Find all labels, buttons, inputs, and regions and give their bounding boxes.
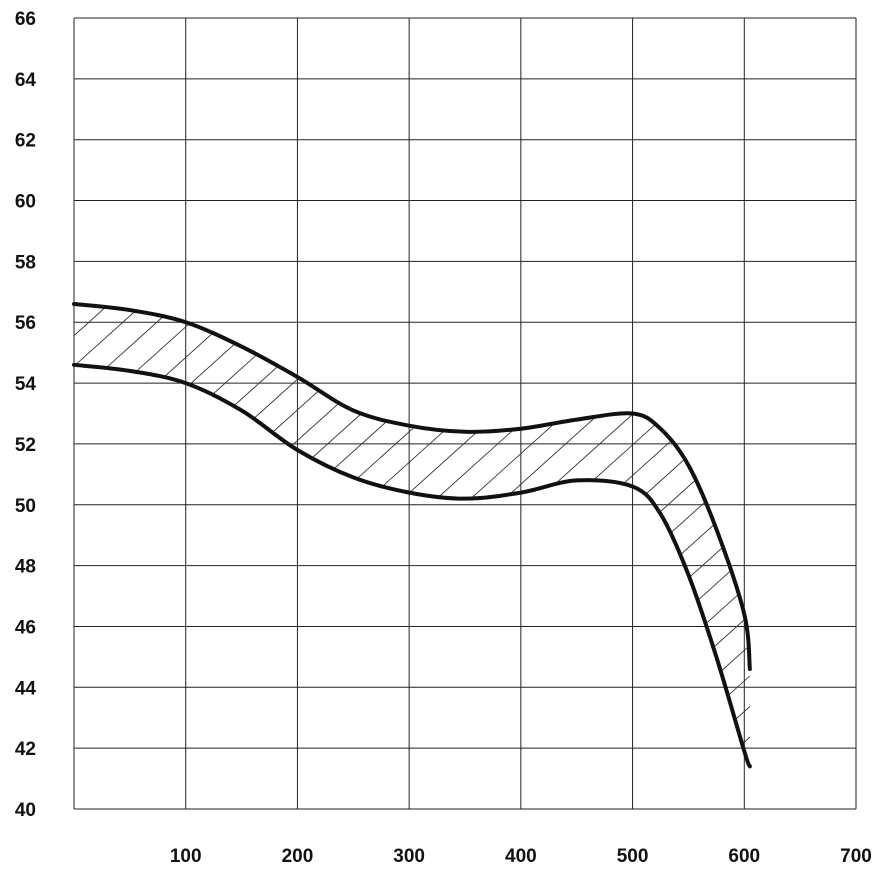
- hatch-line: [74, 303, 315, 767]
- hatch-line: [74, 303, 750, 767]
- hatch-line: [499, 303, 750, 767]
- hatch-line: [329, 303, 750, 767]
- y-tick-label: 60: [15, 192, 36, 213]
- y-tick-label: 40: [15, 800, 36, 821]
- y-tick-label: 50: [15, 496, 36, 517]
- hatch-line: [74, 303, 485, 767]
- x-tick-label: 100: [170, 846, 202, 867]
- hatch-line: [74, 303, 77, 767]
- y-tick-label: 58: [15, 252, 36, 273]
- hatch-line: [737, 303, 750, 767]
- hatch-line: [772, 89, 891, 809]
- y-tick-label: 62: [15, 131, 36, 152]
- hatch-line: [635, 303, 750, 767]
- hatch-line: [74, 303, 451, 767]
- y-tick-label: 48: [15, 557, 36, 578]
- grid: [73, 17, 857, 810]
- hatch-line: [601, 303, 750, 767]
- lower-curve: [72, 362, 752, 769]
- hatch-line: [703, 303, 750, 767]
- hatch-line: [0, 89, 8, 809]
- y-tick-label: 44: [15, 678, 37, 699]
- hatch-line: [74, 303, 247, 767]
- hatch-line: [74, 303, 621, 767]
- x-axis-tick-labels: 100 200 300 400 500 600 700: [170, 846, 872, 867]
- hatch-line: [74, 303, 417, 767]
- x-tick-label: 600: [728, 846, 760, 867]
- hatch-line: [397, 303, 750, 767]
- upper-curve: [72, 301, 752, 672]
- y-tick-label: 52: [15, 435, 36, 456]
- x-tick-label: 700: [840, 846, 872, 867]
- y-tick-label: 56: [15, 313, 36, 334]
- hatch-line: [74, 303, 750, 767]
- hatch-line: [533, 303, 750, 767]
- curves: [72, 301, 752, 769]
- y-tick-label: 54: [15, 374, 37, 395]
- y-tick-label: 42: [15, 739, 36, 760]
- hatch-line: [74, 303, 519, 767]
- band-hatching: [0, 89, 891, 809]
- x-tick-label: 500: [617, 846, 649, 867]
- hatch-line: [806, 89, 891, 809]
- hatch-line: [669, 303, 750, 767]
- x-tick-label: 300: [393, 846, 425, 867]
- x-tick-label: 200: [282, 846, 314, 867]
- y-tick-label: 46: [15, 617, 36, 638]
- y-axis-tick-labels: 40 42 44 46 48 50 52 54 56 58 60 62 64 66: [15, 9, 37, 821]
- hatch-line: [91, 303, 750, 767]
- y-tick-label: 64: [15, 70, 37, 91]
- x-tick-label: 400: [505, 846, 537, 867]
- hatch-line: [874, 89, 891, 809]
- hatch-line: [74, 303, 750, 767]
- hatch-line: [74, 303, 553, 767]
- hatch-line: [840, 89, 891, 809]
- hatch-line: [74, 303, 383, 767]
- y-tick-label: 66: [15, 9, 36, 30]
- hatch-line: [74, 303, 689, 767]
- hatch-line: [74, 303, 281, 767]
- hatch-line: [74, 303, 723, 767]
- hatch-line: [125, 303, 750, 767]
- hatched-band: [0, 89, 891, 809]
- hatch-line: [74, 303, 750, 767]
- hatch-line: [74, 303, 655, 767]
